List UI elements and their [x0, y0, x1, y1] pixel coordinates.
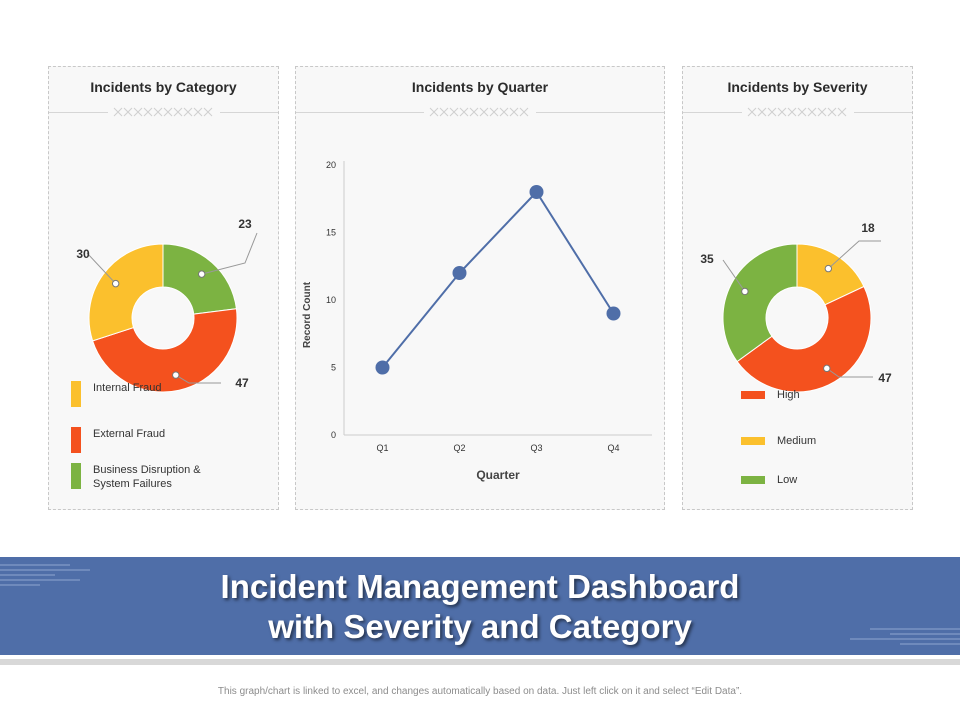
banner-underline	[0, 659, 960, 665]
data-point	[452, 266, 467, 280]
callout-dot	[197, 270, 206, 278]
donut-slice-internal-fraud	[88, 243, 164, 342]
data-label: 35	[700, 252, 714, 266]
callout-dot	[824, 264, 833, 273]
title-banner: Incident Management Dashboard with Sever…	[0, 557, 960, 655]
ornament-pattern	[741, 105, 854, 119]
legend-label: Internal Fraud	[93, 382, 162, 394]
severity-donut-chart: 18 47 35	[700, 221, 892, 393]
data-label: 47	[235, 376, 249, 390]
x-tick-label: Q2	[453, 443, 465, 453]
quarter-panel-title: Incidents by Quarter	[411, 79, 549, 95]
callout-dot	[823, 364, 831, 373]
title-ornament	[683, 105, 912, 119]
severity-panel: Incidents by Severity 18 47 35 High Medium L…	[682, 66, 913, 510]
category-panel: Incidents by Category 23 47 30 Internal Fr…	[48, 66, 279, 510]
legend-item: Business Disruption & System Failures	[71, 463, 233, 491]
legend-item: Medium	[741, 434, 897, 448]
severity-panel-title: Incidents by Severity	[727, 79, 868, 95]
data-point	[375, 360, 390, 375]
y-tick-label: 15	[326, 228, 336, 238]
y-axis-title: Record Count	[302, 281, 313, 348]
legend-label: Business Disruption & System Failures	[93, 464, 201, 490]
y-tick-label: 5	[331, 363, 336, 373]
legend-swatch	[71, 463, 81, 489]
legend-label: External Fraud	[93, 428, 166, 440]
legend-label: Medium	[777, 435, 817, 447]
legend-item: Low	[741, 473, 897, 487]
data-label: 18	[861, 221, 875, 235]
donut-slice-high	[736, 285, 872, 393]
y-tick-label: 20	[326, 160, 336, 170]
callout-line	[826, 367, 873, 378]
title-ornament	[49, 105, 278, 119]
callout-dot	[172, 371, 180, 379]
x-tick-label: Q4	[607, 443, 619, 453]
donut-slice-business-disruption-system-failures	[162, 243, 237, 315]
legend-swatch	[741, 437, 765, 445]
ornament-pattern	[424, 105, 536, 119]
category-donut-chart: 23 47 30	[76, 217, 258, 393]
x-axis-title: Quarter	[476, 468, 520, 482]
legend-swatch	[71, 381, 81, 407]
legend-item: Internal Fraud	[71, 381, 233, 407]
callout-line	[201, 232, 258, 275]
series-line	[381, 190, 615, 369]
callout-line	[722, 259, 746, 292]
dashboard-title-line1: Incident Management Dashboard	[220, 568, 740, 605]
y-tick-label: 10	[326, 295, 336, 305]
legend-swatch	[741, 391, 765, 399]
ornament-pattern	[107, 105, 220, 119]
footnote: This graph/chart is linked to excel, and…	[217, 686, 743, 697]
callout-line	[86, 252, 117, 284]
legend-swatch	[71, 427, 81, 453]
legend-swatch	[741, 476, 765, 484]
x-tick-label: Q3	[530, 443, 542, 453]
legend-label: Low	[777, 474, 798, 486]
legend-item: High	[741, 388, 897, 402]
category-panel-title: Incidents by Category	[90, 79, 237, 95]
callout-line	[175, 374, 221, 384]
data-point	[529, 185, 544, 199]
dashboard-title: Incident Management Dashboard with Sever…	[0, 567, 960, 647]
data-point	[606, 306, 621, 321]
banner-speed-lines	[0, 564, 960, 645]
callout-line	[828, 240, 881, 269]
data-label: 23	[238, 217, 252, 231]
quarter-panel: Incidents by Quarter 0 5 10 15 20 Q1 Q2 Q3 Q4 Qua…	[295, 66, 665, 510]
title-ornament	[296, 105, 664, 119]
data-label: 30	[76, 247, 90, 261]
dashboard-title-line2: with Severity and Category	[268, 608, 692, 645]
callout-dot	[111, 279, 120, 288]
quarter-line-chart: 0 5 10 15 20 Q1 Q2 Q3 Q4 Quarter Record Count	[302, 160, 652, 482]
legend-item: External Fraud	[71, 427, 233, 453]
x-tick-label: Q1	[376, 443, 388, 453]
data-label: 47	[878, 371, 892, 385]
donut-slice-low	[722, 243, 798, 363]
legend-label: High	[777, 389, 800, 401]
y-tick-label: 0	[331, 430, 336, 440]
callout-dot	[741, 287, 749, 296]
